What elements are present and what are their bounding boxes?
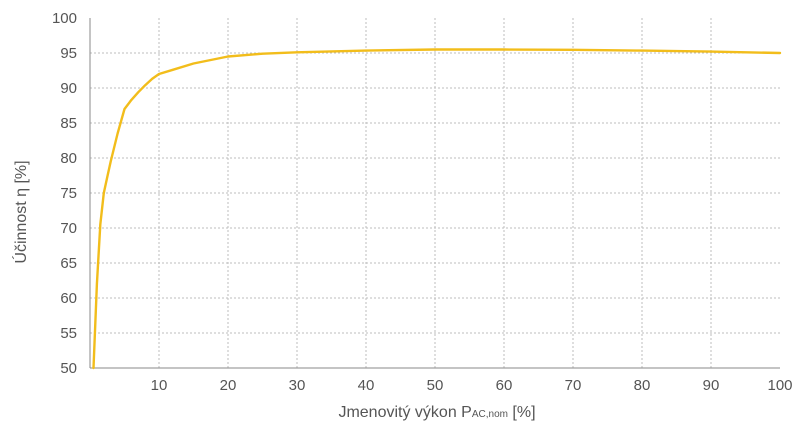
data-point xyxy=(710,50,712,53)
x-tick-label: 90 xyxy=(703,377,720,394)
data-point xyxy=(106,176,109,178)
y-tick-labels: 50 55 60 65 70 75 80 85 90 95 100 xyxy=(52,10,77,377)
data-point xyxy=(137,91,140,93)
efficiency-series-line xyxy=(92,48,782,370)
data-point xyxy=(151,78,153,80)
x-tick-label: 20 xyxy=(220,377,237,394)
y-tick-label: 80 xyxy=(60,150,77,167)
grid xyxy=(90,18,780,368)
data-point xyxy=(92,367,95,369)
data-point xyxy=(158,73,160,75)
data-point xyxy=(144,84,146,86)
data-point xyxy=(296,51,298,54)
data-point xyxy=(96,283,98,285)
x-axis-label: Jmenovitý výkon PAC,nom [%] xyxy=(338,404,535,421)
axes xyxy=(89,18,780,369)
x-tick-label: 40 xyxy=(358,377,375,394)
data-point xyxy=(130,99,133,101)
data-point xyxy=(116,132,119,135)
x-axis-label-main: Jmenovitý výkon P xyxy=(338,404,471,421)
data-point xyxy=(641,49,643,52)
x-tick-label: 30 xyxy=(289,377,306,394)
x-tick-label: 70 xyxy=(565,377,582,394)
x-tick-label: 10 xyxy=(151,377,168,394)
y-tick-label: 85 xyxy=(60,115,77,132)
y-axis-label: Účinnost η [%] xyxy=(11,160,30,263)
data-point xyxy=(192,62,195,65)
data-point xyxy=(503,48,505,51)
x-tick-label: 100 xyxy=(767,377,792,394)
data-point xyxy=(172,69,174,71)
x-tick-labels: 10 20 30 40 50 60 70 80 90 100 xyxy=(151,377,793,394)
y-tick-label: 95 xyxy=(60,45,77,62)
y-tick-label: 100 xyxy=(52,10,77,27)
x-tick-label: 50 xyxy=(427,377,444,394)
x-axis-label-unit: [%] xyxy=(508,404,536,421)
y-tick-label: 70 xyxy=(60,220,77,237)
y-tick-label: 65 xyxy=(60,255,77,272)
y-tick-label: 50 xyxy=(60,360,77,377)
y-tick-label: 90 xyxy=(60,80,77,97)
data-point xyxy=(365,49,367,52)
data-point xyxy=(123,108,126,110)
x-tick-label: 80 xyxy=(634,377,651,394)
data-point xyxy=(434,48,436,51)
y-tick-label: 75 xyxy=(60,185,77,202)
data-point xyxy=(99,223,102,226)
x-tick-label: 60 xyxy=(496,377,513,394)
data-point xyxy=(261,52,264,55)
data-point xyxy=(109,160,112,163)
data-point xyxy=(227,55,229,58)
x-axis-label-subscript: AC,nom xyxy=(472,409,508,420)
data-point xyxy=(572,49,574,51)
data-point xyxy=(779,52,781,54)
data-point xyxy=(103,192,105,194)
y-tick-label: 60 xyxy=(60,290,77,307)
y-tick-label: 55 xyxy=(60,325,77,342)
series-layer xyxy=(92,48,782,370)
